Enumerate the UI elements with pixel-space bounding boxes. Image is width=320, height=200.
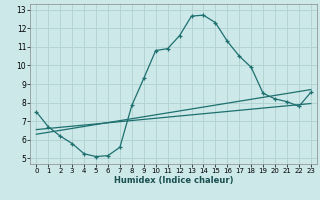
X-axis label: Humidex (Indice chaleur): Humidex (Indice chaleur) <box>114 176 233 185</box>
